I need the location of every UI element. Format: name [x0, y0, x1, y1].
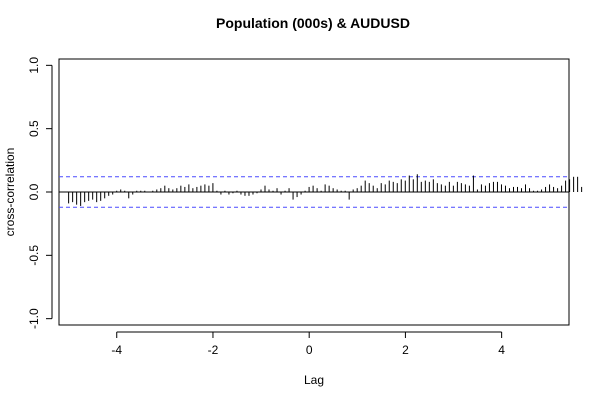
y-tick-label: 1.0: [27, 57, 41, 74]
y-axis: -1.0 -0.5 0.0 0.5 1.0: [27, 57, 53, 329]
x-tick-label: -2: [208, 343, 219, 357]
x-axis-label: Lag: [304, 373, 324, 387]
x-axis: -4 -2 0 2 4: [111, 331, 505, 357]
x-tick-label: 2: [402, 343, 409, 357]
chart-title: Population (000s) & AUDUSD: [216, 15, 410, 31]
y-tick-label: -1.0: [27, 308, 41, 329]
y-tick-label: -0.5: [27, 245, 41, 266]
x-tick-label: 0: [306, 343, 313, 357]
y-axis-label: cross-correlation: [3, 148, 17, 237]
confidence-bounds: [59, 176, 569, 208]
y-tick-label: 0.0: [27, 183, 41, 200]
x-tick-label: 4: [498, 343, 505, 357]
x-tick-label: -4: [111, 343, 122, 357]
correlation-bars: [68, 174, 583, 206]
y-tick-label: 0.5: [27, 120, 41, 137]
